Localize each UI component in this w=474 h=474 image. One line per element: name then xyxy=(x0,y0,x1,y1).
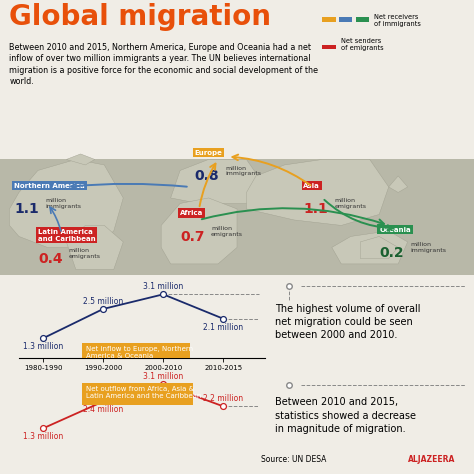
FancyBboxPatch shape xyxy=(0,159,474,275)
Bar xyxy=(339,18,352,22)
Bar xyxy=(356,18,369,22)
Polygon shape xyxy=(66,226,123,269)
Text: Africa: Africa xyxy=(180,210,203,216)
FancyBboxPatch shape xyxy=(82,343,190,364)
Point xyxy=(159,381,167,388)
Polygon shape xyxy=(9,159,123,247)
Polygon shape xyxy=(360,237,398,258)
Text: 2.5 million: 2.5 million xyxy=(83,297,123,306)
Text: Net inflow to Europe, Northern
America & Oceania: Net inflow to Europe, Northern America &… xyxy=(86,346,193,359)
Bar xyxy=(322,45,336,49)
Text: million
emigrants: million emigrants xyxy=(334,199,366,210)
Bar xyxy=(322,18,336,22)
Point xyxy=(39,335,47,342)
Text: Europe: Europe xyxy=(194,150,222,155)
Text: Net receivers
of immigrants: Net receivers of immigrants xyxy=(374,14,421,27)
Text: Latin America
and Caribbean: Latin America and Caribbean xyxy=(38,228,96,242)
Text: Between 2010 and 2015, Northern America, Europe and Oceania had a net
inflow of : Between 2010 and 2015, Northern America,… xyxy=(9,43,319,86)
Text: million
emigrants: million emigrants xyxy=(211,226,243,237)
Text: million
emigrants: million emigrants xyxy=(69,248,101,259)
Polygon shape xyxy=(171,159,265,203)
Text: 0.7: 0.7 xyxy=(180,229,205,244)
Text: The highest volume of overall
net migration could be seen
between 2000 and 2010.: The highest volume of overall net migrat… xyxy=(275,304,421,340)
Text: 1.1: 1.1 xyxy=(303,202,328,216)
Point xyxy=(219,402,227,410)
Text: million
immigrants: million immigrants xyxy=(45,199,81,210)
Text: 0.2: 0.2 xyxy=(379,246,404,260)
Text: 2.4 million: 2.4 million xyxy=(83,405,123,414)
FancyBboxPatch shape xyxy=(82,383,193,405)
Text: Oceania: Oceania xyxy=(379,227,411,233)
Text: 1.1: 1.1 xyxy=(14,202,39,216)
Text: 1.3 million: 1.3 million xyxy=(23,342,63,351)
Text: Net senders
of emigrants: Net senders of emigrants xyxy=(341,38,384,52)
Point xyxy=(100,398,107,405)
Text: Global migration: Global migration xyxy=(9,3,272,31)
Text: ALJAZEERA: ALJAZEERA xyxy=(408,456,455,464)
Polygon shape xyxy=(66,154,95,165)
Polygon shape xyxy=(161,198,237,264)
Text: million
immigrants: million immigrants xyxy=(410,243,446,253)
Text: 2.1 million: 2.1 million xyxy=(203,323,244,332)
Text: 1.3 million: 1.3 million xyxy=(23,432,63,441)
Text: 0.4: 0.4 xyxy=(38,252,63,265)
Text: 2.2 million: 2.2 million xyxy=(203,394,244,403)
Point xyxy=(159,291,167,298)
Text: Northern America: Northern America xyxy=(14,182,85,189)
Polygon shape xyxy=(332,231,408,264)
Text: million
immigrants: million immigrants xyxy=(225,165,261,176)
Polygon shape xyxy=(246,159,389,226)
Point xyxy=(219,315,227,322)
Point xyxy=(100,305,107,313)
Text: Net outflow from Africa, Asia &
Latin America and the Caribbean: Net outflow from Africa, Asia & Latin Am… xyxy=(86,386,201,399)
Text: 0.8: 0.8 xyxy=(194,169,219,183)
Text: Between 2010 and 2015,
statistics showed a decrease
in magnitude of migration.: Between 2010 and 2015, statistics showed… xyxy=(275,398,416,434)
Text: Source: UN DESA: Source: UN DESA xyxy=(261,456,326,464)
Point xyxy=(39,425,47,432)
Text: 3.1 million: 3.1 million xyxy=(143,282,183,291)
Text: 3.1 million: 3.1 million xyxy=(143,373,183,382)
Text: Asia: Asia xyxy=(303,182,320,189)
Polygon shape xyxy=(389,176,408,192)
